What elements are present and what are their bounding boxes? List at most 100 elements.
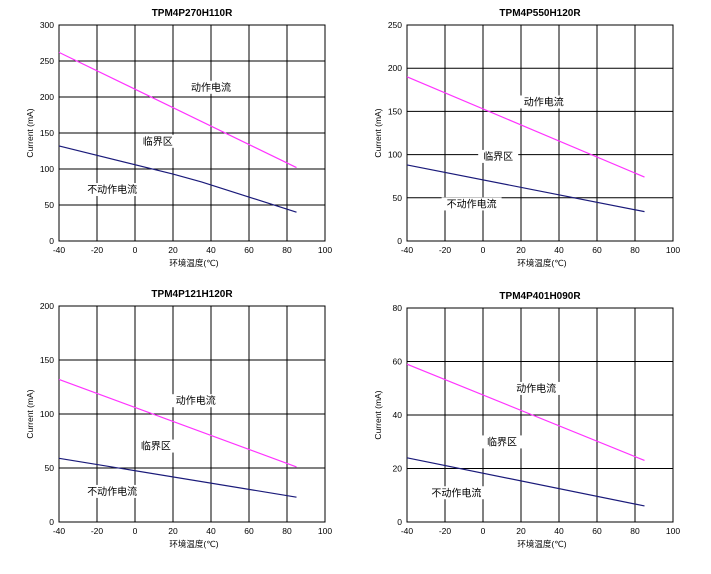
x-tick-label: 100	[318, 526, 332, 536]
x-tick-label: 100	[666, 245, 680, 255]
series-line-lower	[406, 457, 645, 507]
series-line-upper	[406, 76, 645, 178]
y-tick-label: 20	[393, 464, 403, 474]
y-tick-label: 100	[40, 409, 54, 419]
x-axis-label: 环境温度(℃)	[517, 539, 566, 549]
x-tick-label: -20	[91, 245, 104, 255]
x-tick-label: 0	[133, 245, 138, 255]
annotation-background	[478, 149, 519, 163]
x-tick-label: 20	[516, 245, 526, 255]
series-line-lower	[406, 164, 645, 213]
region-label: 动作电流	[176, 394, 216, 407]
annotation-background	[518, 95, 569, 109]
region-label: 临界区	[141, 440, 171, 453]
series-line-lower	[58, 145, 297, 213]
annotation-background	[170, 394, 221, 408]
y-tick-label: 0	[397, 236, 402, 246]
chart-title: TPM4P121H120R	[151, 289, 233, 300]
annotation-background	[426, 486, 487, 500]
region-label: 临界区	[487, 435, 517, 448]
chart-title: TPM4P401H090R	[499, 291, 581, 302]
series-line-lower	[58, 457, 297, 498]
x-tick-label: 80	[630, 526, 640, 536]
x-axis-label: 环境温度(℃)	[169, 539, 218, 549]
x-tick-label: 60	[244, 526, 254, 536]
x-tick-label: 0	[133, 526, 138, 536]
y-tick-label: 200	[40, 92, 54, 102]
x-tick-label: 20	[168, 526, 178, 536]
annotation-background	[135, 439, 176, 453]
region-label: 不动作电流	[447, 197, 497, 210]
region-label: 临界区	[143, 135, 173, 148]
x-tick-label: 80	[630, 245, 640, 255]
x-tick-label: 80	[282, 245, 292, 255]
region-label: 动作电流	[191, 81, 231, 94]
x-tick-label: 40	[554, 526, 564, 536]
region-label: 动作电流	[524, 95, 564, 108]
chart-title: TPM4P270H110R	[152, 8, 233, 19]
y-tick-label: 200	[388, 63, 402, 73]
x-tick-label: 0	[481, 245, 486, 255]
series-line-upper	[58, 51, 297, 169]
annotation-background	[441, 197, 502, 211]
x-tick-label: 60	[592, 245, 602, 255]
y-tick-label: 50	[45, 200, 55, 210]
x-axis-label: 环境温度(℃)	[517, 258, 566, 268]
x-tick-label: -40	[53, 526, 66, 536]
x-tick-label: -40	[401, 245, 414, 255]
annotation-background	[511, 381, 562, 395]
x-tick-label: -40	[53, 245, 66, 255]
y-tick-label: 150	[40, 355, 54, 365]
x-tick-label: 20	[516, 526, 526, 536]
y-tick-label: 100	[388, 150, 402, 160]
x-tick-label: -20	[91, 526, 104, 536]
x-axis-label: 环境温度(℃)	[169, 258, 218, 268]
x-tick-label: 100	[318, 245, 332, 255]
region-label: 临界区	[483, 150, 513, 163]
chart-panel-1: -40 -20 0 20 40 60 80 100 0 50 100 150 200 250 300 TPM4…	[25, 8, 332, 268]
y-tick-label: 80	[393, 303, 403, 313]
x-tick-label: -20	[439, 245, 452, 255]
y-tick-label: 60	[393, 357, 403, 367]
chart-panel-2: -40 -20 0 20 40 60 80 100 0 50 100 150 200 250 TPM4P55…	[373, 8, 680, 268]
region-label: 动作电流	[516, 382, 556, 395]
y-tick-label: 150	[40, 128, 54, 138]
y-tick-label: 250	[388, 20, 402, 30]
y-tick-label: 250	[40, 56, 54, 66]
chart-title: TPM4P550H120R	[499, 8, 581, 19]
y-tick-label: 100	[40, 164, 54, 174]
y-tick-label: 50	[45, 463, 55, 473]
x-tick-label: 40	[206, 245, 216, 255]
region-label: 不动作电流	[87, 485, 137, 498]
y-tick-label: 0	[49, 517, 54, 527]
x-tick-label: 20	[168, 245, 178, 255]
x-tick-label: 100	[666, 526, 680, 536]
y-tick-label: 0	[397, 517, 402, 527]
x-tick-label: 40	[206, 526, 216, 536]
y-axis-label: Current (mA)	[373, 390, 383, 439]
y-axis-label: Current (mA)	[25, 108, 35, 157]
y-tick-label: 40	[393, 410, 403, 420]
series-line-upper	[406, 363, 645, 462]
x-tick-label: 60	[592, 526, 602, 536]
y-axis-label: Current (mA)	[373, 108, 383, 157]
annotation-background	[82, 484, 143, 498]
x-tick-label: 60	[244, 245, 254, 255]
series-line-upper	[58, 378, 297, 468]
chart-panel-3: -40 -20 0 20 40 60 80 100 0 50 100 150 200 TPM4P121H1…	[25, 289, 332, 549]
region-label: 不动作电流	[87, 183, 137, 196]
x-tick-label: -20	[439, 526, 452, 536]
x-tick-label: -40	[401, 526, 414, 536]
y-tick-label: 50	[393, 193, 403, 203]
annotation-background	[482, 435, 522, 449]
y-tick-label: 0	[49, 236, 54, 246]
y-tick-label: 150	[388, 106, 402, 116]
chart-panel-4: -40 -20 0 20 40 60 80 100 0 20 40 60 80 TPM4P401H090R…	[373, 291, 680, 549]
annotation-background	[137, 134, 178, 148]
annotation-background	[82, 183, 143, 197]
x-tick-label: 80	[282, 526, 292, 536]
x-tick-label: 0	[481, 526, 486, 536]
y-axis-label: Current (mA)	[25, 389, 35, 438]
x-tick-label: 40	[554, 245, 564, 255]
